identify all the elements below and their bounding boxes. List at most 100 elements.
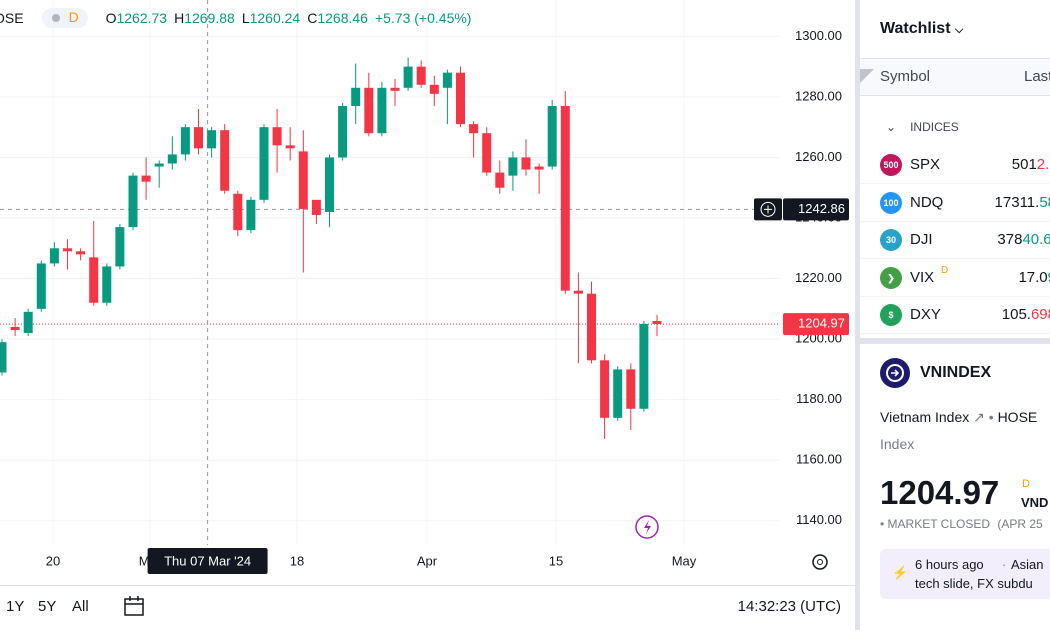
candle-body	[456, 72, 465, 125]
candle-body	[573, 290, 583, 294]
col-last[interactable]: Last	[1024, 68, 1050, 85]
candle-body	[560, 105, 570, 291]
crosshair-date-box	[147, 548, 268, 574]
candle-body	[10, 327, 20, 331]
news-b: tech slide, FX subdu	[915, 576, 1033, 591]
row-last: 17311.58	[988, 194, 1050, 211]
x-tick-label: Apr	[417, 553, 438, 568]
interval-pill[interactable]: D	[41, 8, 88, 28]
candle-body	[534, 166, 544, 170]
candle-body	[246, 199, 256, 231]
x-tick-label: 15	[549, 553, 563, 568]
c-label: C	[307, 10, 318, 26]
watchlist-row[interactable]: 100 NDQ 17311.58	[860, 184, 1050, 222]
x-tick-label: 18	[290, 553, 304, 568]
row-symbol: DJI	[910, 231, 933, 248]
detail-kind: Index	[880, 436, 915, 452]
candle-body	[626, 369, 636, 409]
candle-body	[364, 87, 374, 134]
h-label: H	[174, 10, 185, 26]
close: 1268.46	[317, 10, 368, 26]
detail-exchange: HOSE	[997, 409, 1038, 425]
bottom-bar: 1Y 5Y All 14:32:23 (UTC)	[0, 585, 855, 631]
candle-body	[194, 127, 203, 149]
crosshair-add-icon	[760, 201, 776, 217]
candle-body	[76, 251, 86, 255]
y-tick-label: 1140.00	[796, 512, 842, 527]
detail-price: 1204.97	[880, 474, 1000, 511]
candle-body	[220, 130, 230, 191]
candle-body	[141, 175, 151, 182]
badge: $	[880, 304, 902, 326]
detail-currency: VND	[1021, 495, 1049, 510]
candle-body	[600, 360, 610, 418]
badge: 500	[880, 154, 902, 176]
candle-body	[154, 163, 164, 167]
candle-body	[272, 127, 282, 146]
watchlist-row[interactable]: $ DXY 105.698	[860, 296, 1050, 334]
candle-body	[115, 227, 125, 267]
change: +5.73 (+0.45%)	[374, 10, 472, 26]
detail-symbol: VNINDEX	[920, 364, 992, 381]
candle-body	[89, 257, 99, 303]
last-a: 17311.	[994, 193, 1040, 211]
crosshair-add-plus	[764, 205, 772, 214]
range-5y[interactable]: 5Y	[38, 598, 57, 615]
watchlist-row[interactable]: ❯ VIX D 17.09	[860, 259, 1050, 297]
y-tick-label: 1280.00	[795, 88, 842, 103]
badge: 100	[880, 191, 902, 214]
news-time: 6 hours ago	[915, 557, 984, 572]
candle-body	[639, 323, 649, 409]
event-icon	[635, 515, 659, 539]
last-price-box	[783, 313, 849, 336]
x-tick-label: May	[672, 553, 697, 568]
candle-body	[325, 157, 334, 212]
group[interactable]: ⌄ INDICES	[886, 120, 959, 134]
candle-body	[233, 193, 243, 231]
candle-body	[521, 157, 531, 170]
detail-flag: D	[1022, 478, 1030, 490]
y-tick-label: 1260.00	[795, 149, 842, 164]
group-name: INDICES	[910, 120, 959, 134]
last-b: 9	[1048, 269, 1050, 286]
clock: 14:32:23 (UTC)	[737, 598, 841, 615]
watchlist-title[interactable]: Watchlist ⌵	[880, 20, 964, 37]
candle-body	[102, 266, 112, 303]
y-tick-label: 1220.00	[795, 270, 842, 285]
col-symbol[interactable]: Symbol	[880, 68, 931, 85]
last-a: 378	[997, 231, 1023, 248]
candle-body	[298, 151, 308, 209]
watchlist-row[interactable]: 500 SPX 5012.52	[860, 146, 1050, 184]
watchlist-row[interactable]: 30 DJI 37840.61	[860, 221, 1050, 259]
row-symbol: DXY	[910, 306, 941, 323]
o-label: O	[105, 10, 117, 26]
candle-body	[311, 199, 321, 215]
row-symbol: SPX	[910, 156, 941, 173]
chart: 1140.001160.001180.001200.001220.001240.…	[0, 0, 849, 574]
row-symbol: VIX	[910, 268, 935, 286]
watchlist-title-text: Watchlist	[880, 20, 951, 37]
high: 1269.88	[184, 10, 235, 26]
candle-body	[495, 172, 505, 188]
news-card[interactable]: ⚡ 6 hours ago · Asian tech slide, FX sub…	[880, 549, 1050, 599]
x-tick-label: 20	[46, 553, 60, 568]
candle-body	[416, 66, 426, 85]
last-b: 698	[1030, 306, 1050, 323]
row-last: 105.698	[988, 306, 1050, 323]
candle-body	[259, 127, 269, 200]
candle-body	[482, 133, 492, 173]
candle-body	[587, 293, 596, 361]
last-a: 105.	[1001, 306, 1031, 323]
date-range-icon[interactable]	[122, 594, 148, 620]
candle-body	[508, 157, 518, 176]
candle-body	[167, 154, 177, 164]
range-all[interactable]: All	[72, 598, 89, 615]
candle-body	[36, 263, 46, 309]
range-1y[interactable]: 1Y	[6, 598, 25, 615]
low: 1260.24	[249, 10, 301, 26]
y-tick-label: 1300.00	[795, 28, 842, 43]
last-price: 1204.97	[798, 316, 845, 331]
candle-body	[285, 145, 295, 149]
divider	[855, 0, 860, 630]
